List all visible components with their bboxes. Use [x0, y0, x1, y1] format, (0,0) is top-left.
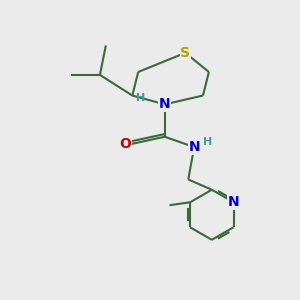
Text: S: S	[180, 46, 190, 60]
Text: H: H	[136, 94, 145, 103]
Text: N: N	[228, 195, 239, 209]
Text: O: O	[120, 137, 131, 151]
Text: N: N	[188, 140, 200, 154]
Text: N: N	[159, 98, 170, 111]
Text: H: H	[203, 137, 212, 147]
